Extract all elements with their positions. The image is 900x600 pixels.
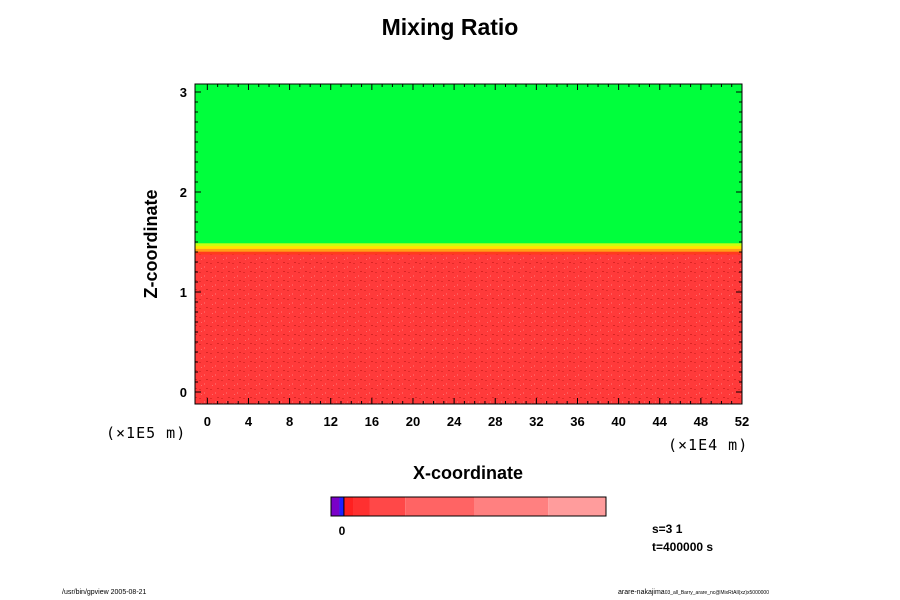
x-tick-label: 0 <box>204 414 211 429</box>
colorbar-segment <box>331 497 340 516</box>
lower-layer-texture <box>195 254 742 404</box>
colorbar-frame <box>330 496 607 517</box>
x-tick-label: 36 <box>570 414 584 429</box>
x-tick-label: 32 <box>529 414 543 429</box>
colorbar-segment <box>343 497 354 516</box>
x-axis-multiplier: (×1E4 m) <box>668 436 749 454</box>
x-tick-label: 28 <box>488 414 502 429</box>
colorbar-segment <box>353 497 370 516</box>
transition-band <box>195 245 742 249</box>
transition-band <box>195 242 742 247</box>
y-tick-label: 3 <box>180 85 187 100</box>
colorbar-segment <box>548 497 606 516</box>
footer-right-main: arare-nakajima <box>618 589 665 596</box>
colorbar-tick-label: 0 <box>339 524 346 538</box>
x-tick-label: 40 <box>611 414 625 429</box>
transition-band <box>195 248 742 252</box>
x-tick-label: 52 <box>735 414 749 429</box>
y-axis-multiplier: (×1E5 m) <box>106 424 187 442</box>
chart-title: Mixing Ratio <box>381 14 519 40</box>
x-axis-label: X-coordinate <box>413 463 523 483</box>
x-tick-label: 24 <box>447 414 462 429</box>
colorbar-segment <box>474 497 549 516</box>
transition-band <box>195 240 742 244</box>
footer-right-small: 03_all_Barry_arare_nc@MixRtAll(xz)x50000… <box>664 590 769 596</box>
x-tick-label: 16 <box>365 414 379 429</box>
y-tick-label: 0 <box>180 385 187 400</box>
plot-frame <box>194 83 743 405</box>
colorbar-segment <box>405 497 474 516</box>
x-tick-label: 48 <box>694 414 708 429</box>
transition-band <box>195 251 742 255</box>
y-axis-label: Z-coordinate <box>141 189 161 298</box>
upper-layer-region <box>195 84 742 240</box>
colorbar-segment <box>369 497 406 516</box>
x-tick-label: 8 <box>286 414 293 429</box>
y-tick-label: 1 <box>180 285 187 300</box>
footer-left: /usr/bin/gpview 2005-08-21 <box>62 589 147 596</box>
x-tick-label: 20 <box>406 414 420 429</box>
time-label: t=400000 s <box>652 540 714 554</box>
footer-right: arare-nakajima03_all_Barry_arare_nc@MixR… <box>618 589 769 596</box>
y-tick-label: 2 <box>180 185 187 200</box>
step-label: s=3 1 <box>652 522 683 536</box>
x-tick-label: 44 <box>653 414 668 429</box>
x-tick-label: 12 <box>323 414 337 429</box>
x-tick-label: 4 <box>245 414 253 429</box>
colorbar-segment <box>339 497 344 516</box>
